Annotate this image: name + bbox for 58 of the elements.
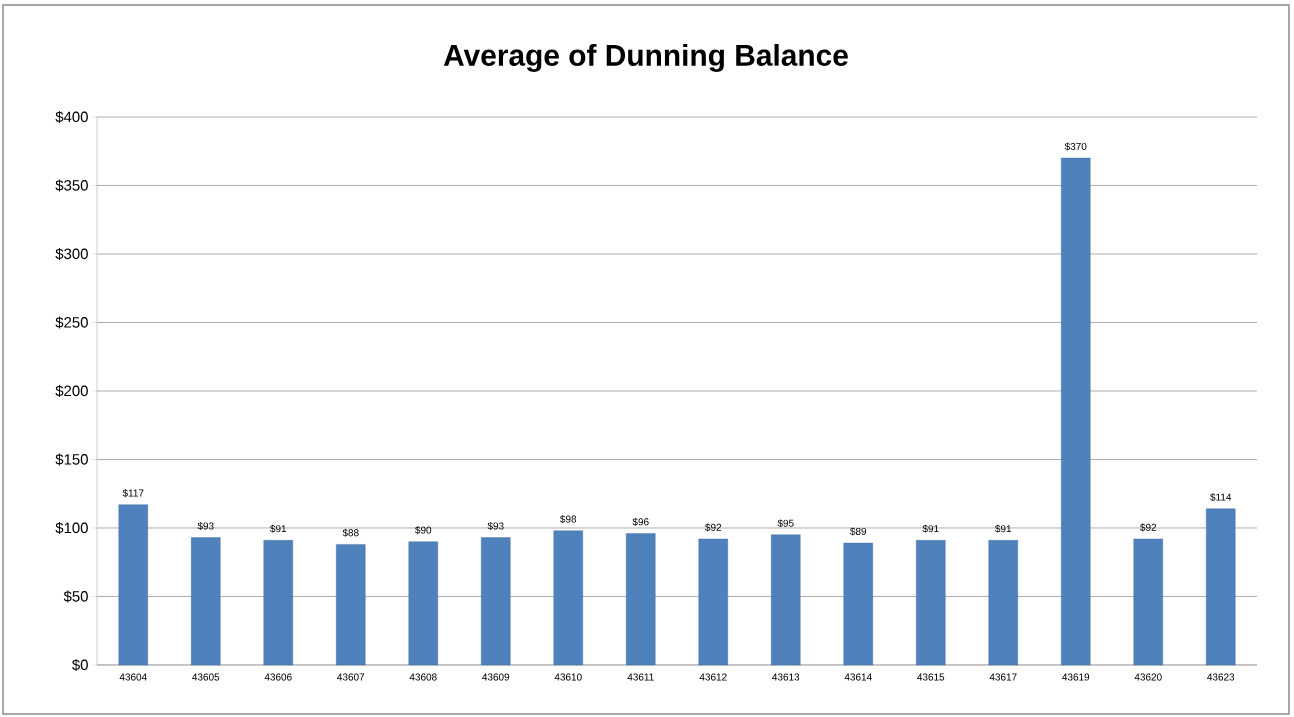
y-tick-label: $50	[63, 590, 88, 603]
data-label: $92	[705, 523, 722, 532]
bar	[336, 544, 366, 666]
data-label: $92	[1140, 523, 1157, 532]
x-tick-label: 43623	[1207, 673, 1235, 681]
y-tick-label: $200	[55, 384, 88, 398]
x-tick-label: 43610	[554, 673, 582, 681]
bar	[408, 541, 438, 666]
data-label: $93	[197, 521, 214, 531]
y-tick-label: $300	[55, 247, 88, 261]
x-tick-label: 43615	[917, 673, 945, 681]
data-label: $95	[777, 519, 794, 528]
x-tick-label: 43614	[844, 673, 872, 681]
data-label: $91	[995, 524, 1012, 533]
data-label: $88	[342, 528, 359, 537]
data-label: $98	[560, 515, 577, 524]
data-label: $114	[1210, 493, 1232, 502]
x-tick-label: 43609	[482, 673, 510, 681]
x-tick-label: 43620	[1134, 673, 1162, 681]
bar	[481, 537, 511, 666]
data-label: $90	[415, 526, 432, 535]
y-tick-label: $0	[72, 658, 88, 672]
bar	[1133, 538, 1163, 666]
x-tick-label: 43604	[119, 673, 147, 681]
y-tick-label: $100	[55, 521, 88, 535]
bar	[118, 504, 148, 666]
bar	[771, 534, 801, 666]
data-label: $89	[850, 527, 867, 536]
data-label: $96	[632, 517, 649, 526]
bar	[191, 537, 221, 666]
data-label: $117	[122, 489, 144, 498]
y-tick-label: $400	[55, 110, 88, 124]
x-tick-label: 43611	[627, 673, 654, 681]
bar	[263, 540, 293, 666]
y-tick-label: $250	[55, 316, 88, 329]
x-tick-label: 43619	[1062, 673, 1090, 681]
x-tick-label: 43608	[409, 673, 437, 681]
x-tick-label: 43617	[989, 673, 1017, 681]
bar	[553, 530, 583, 666]
x-tick-label: 43612	[699, 673, 727, 681]
x-tick-label: 43605	[192, 673, 220, 681]
x-tick-label: 43607	[337, 673, 365, 681]
y-tick-label: $150	[55, 453, 88, 466]
x-tick-label: 43613	[772, 673, 800, 681]
data-label: $93	[487, 521, 504, 531]
bar	[626, 533, 656, 666]
bar	[698, 538, 728, 666]
y-tick-label: $350	[55, 179, 88, 192]
bar	[843, 542, 873, 666]
bar	[1061, 157, 1091, 666]
bar	[1206, 508, 1236, 666]
data-label: $91	[270, 524, 287, 533]
data-label: $370	[1064, 142, 1087, 151]
x-tick-label: 43606	[264, 673, 292, 681]
bar	[916, 540, 946, 666]
data-label: $91	[922, 524, 939, 533]
chart-title: Average of Dunning Balance	[443, 43, 848, 72]
bar	[988, 540, 1018, 666]
